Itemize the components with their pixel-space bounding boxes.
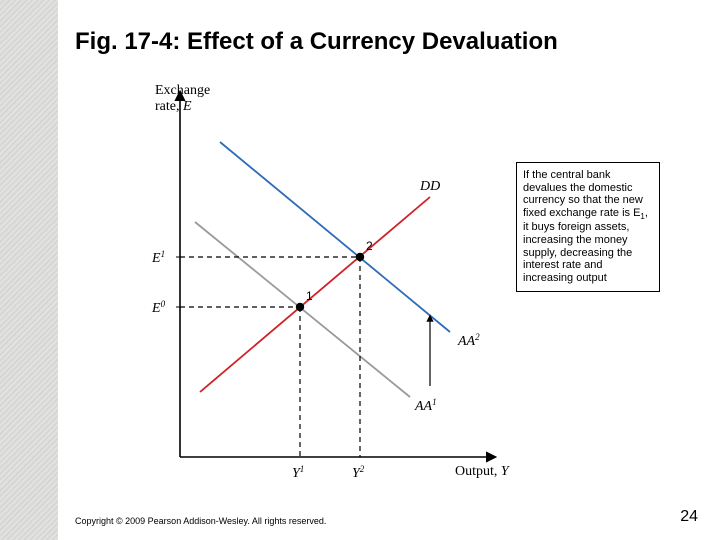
svg-text:E1: E1 <box>151 249 165 266</box>
slide: Fig. 17-4: Effect of a Currency Devaluat… <box>0 0 720 540</box>
svg-text:Exchange: Exchange <box>155 83 210 98</box>
svg-text:Output, Y: Output, Y <box>455 464 511 479</box>
figure-title: Fig. 17-4: Effect of a Currency Devaluat… <box>75 28 558 56</box>
svg-text:2: 2 <box>366 239 373 253</box>
copyright-text: Copyright © 2009 Pearson Addison-Wesley.… <box>75 516 326 526</box>
svg-text:Y1: Y1 <box>292 464 304 481</box>
page-number: 24 <box>680 508 698 526</box>
svg-text:AA2: AA2 <box>457 332 480 349</box>
svg-text:AA1: AA1 <box>414 397 437 414</box>
svg-text:Y2: Y2 <box>352 464 365 481</box>
svg-text:DD: DD <box>419 179 440 194</box>
decorative-left-strip <box>0 0 58 540</box>
economics-diagram: DD AA1 AA2 Exchangerate, E Output, Y E0 E1 Y1 Y2… <box>100 72 530 487</box>
explanatory-callout: If the central bank devalues the domesti… <box>516 162 660 292</box>
svg-text:rate, E: rate, E <box>155 99 192 114</box>
svg-text:1: 1 <box>306 289 313 303</box>
svg-text:E0: E0 <box>151 299 166 316</box>
